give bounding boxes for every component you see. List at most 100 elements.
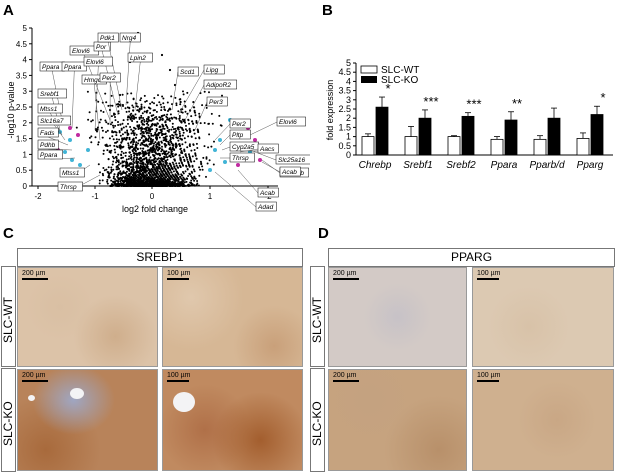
volcano-point — [161, 96, 163, 98]
bar-ytick-label: 1 — [346, 132, 351, 142]
volcano-point — [202, 169, 204, 171]
bar-ytick-label: 3.5 — [338, 86, 351, 96]
volcano-point — [182, 90, 184, 92]
bar-wt — [577, 138, 589, 155]
volcano-point — [158, 101, 160, 103]
volcano-label-right: Acab — [281, 169, 297, 176]
volcano-point — [156, 179, 158, 181]
volcano-point — [152, 139, 154, 141]
volcano-point — [137, 125, 139, 127]
volcano-point — [114, 125, 116, 127]
volcano-point — [143, 107, 145, 109]
volcano-point — [125, 166, 127, 168]
volcano-point — [106, 149, 108, 151]
d-ko-100-scale: 100 µm — [477, 372, 501, 382]
bar-category-label: Pparb/d — [529, 160, 564, 171]
volcano-point — [173, 183, 175, 185]
volcano-ytick-label: 2.5 — [16, 103, 28, 112]
volcano-label-leader — [72, 71, 74, 128]
volcano-point — [102, 174, 104, 176]
volcano-point — [176, 145, 178, 147]
volcano-point — [113, 127, 115, 129]
bar-ytick-label: 0 — [346, 150, 351, 160]
volcano-point — [144, 128, 146, 130]
volcano-point-cyan — [218, 138, 222, 142]
volcano-point — [108, 158, 110, 160]
volcano-point — [132, 174, 134, 176]
volcano-point — [175, 162, 177, 164]
volcano-point — [167, 110, 169, 112]
volcano-point — [186, 92, 188, 94]
volcano-point — [145, 157, 147, 159]
volcano-point — [175, 153, 177, 155]
volcano-point-cyan — [68, 138, 72, 142]
volcano-point — [112, 169, 114, 171]
volcano-point — [160, 109, 162, 111]
volcano-point — [177, 180, 179, 182]
volcano-point — [111, 122, 113, 124]
volcano-point — [122, 105, 124, 107]
volcano-point — [153, 143, 155, 145]
volcano-point — [118, 161, 120, 163]
volcano-point — [204, 91, 206, 93]
volcano-point — [158, 175, 160, 177]
bar-category-label: Ppara — [491, 160, 518, 171]
volcano-point — [207, 123, 209, 125]
volcano-point — [206, 158, 208, 160]
volcano-point — [141, 104, 143, 106]
volcano-point — [117, 181, 119, 183]
volcano-point — [177, 140, 179, 142]
volcano-xtick-label: 0 — [150, 192, 155, 201]
volcano-point — [147, 127, 149, 129]
volcano-point — [117, 106, 119, 108]
bar-ytick-label: 2.5 — [338, 104, 351, 114]
volcano-point — [170, 149, 172, 151]
volcano-point — [174, 176, 176, 178]
volcano-label-left: Thrsp — [60, 184, 77, 191]
volcano-point — [171, 117, 173, 119]
volcano-point — [172, 168, 174, 170]
volcano-point — [138, 158, 140, 160]
bar-ko — [591, 115, 603, 155]
volcano-point — [146, 177, 148, 179]
volcano-point-cyan — [223, 160, 227, 164]
d-wt-200-image: 200 µm — [328, 267, 467, 367]
volcano-point — [133, 158, 135, 160]
volcano-point — [147, 116, 149, 118]
volcano-point — [184, 105, 186, 107]
volcano-point — [122, 123, 124, 125]
volcano-point — [117, 175, 119, 177]
volcano-point — [108, 171, 110, 173]
volcano-point — [123, 170, 125, 172]
volcano-point — [154, 141, 156, 143]
volcano-point — [167, 178, 169, 180]
volcano-label-leader — [222, 147, 230, 150]
volcano-point — [196, 158, 198, 160]
volcano-point — [150, 139, 152, 141]
volcano-point — [177, 177, 179, 179]
volcano-point — [184, 137, 186, 139]
volcano-point — [184, 154, 186, 156]
volcano-point — [152, 169, 154, 171]
volcano-point — [92, 119, 94, 121]
volcano-point — [179, 98, 181, 100]
volcano-point — [119, 130, 121, 132]
volcano-point — [191, 120, 193, 122]
volcano-point — [149, 180, 151, 182]
volcano-point — [188, 153, 190, 155]
volcano-point — [178, 183, 180, 185]
volcano-point — [189, 145, 191, 147]
volcano-point — [182, 180, 184, 182]
volcano-point — [141, 121, 143, 123]
volcano-point — [145, 179, 147, 181]
volcano-point — [76, 127, 78, 129]
volcano-point — [149, 170, 151, 172]
volcano-point — [118, 168, 120, 170]
volcano-point — [164, 165, 166, 167]
volcano-point — [103, 150, 105, 152]
volcano-label-leader — [126, 42, 130, 105]
volcano-point — [179, 131, 181, 133]
volcano-point — [147, 180, 149, 182]
volcano-point — [127, 133, 129, 135]
volcano-point — [133, 98, 135, 100]
